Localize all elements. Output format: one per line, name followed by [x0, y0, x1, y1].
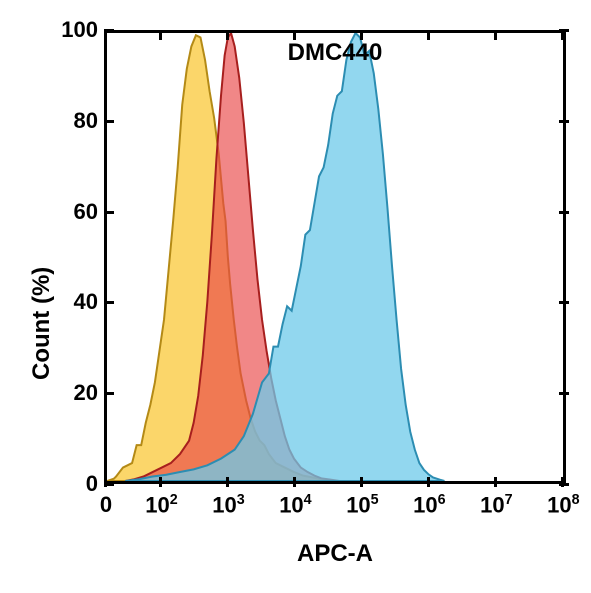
plot-area: DMC440: [104, 30, 566, 484]
x-tick-mark: [360, 30, 363, 40]
x-tick-mark: [360, 477, 363, 487]
x-tick-mark: [104, 30, 107, 40]
y-tick-mark: [104, 211, 114, 214]
x-tick-mark: [159, 30, 162, 40]
x-tick-mark: [159, 477, 162, 487]
y-tick-mark: [104, 392, 114, 395]
y-tick-label: 20: [52, 380, 98, 406]
flow-cytometry-histogram: Count (%) APC-A DMC440 020406080100 0102…: [0, 0, 591, 593]
x-tick-mark: [561, 477, 564, 487]
x-tick-label: 108: [533, 492, 591, 518]
x-tick-mark: [226, 30, 229, 40]
x-tick-label: 104: [265, 492, 325, 518]
histogram-svg: [107, 33, 563, 481]
y-axis-label: Count (%): [28, 267, 56, 380]
y-tick-mark: [104, 301, 114, 304]
y-tick-label: 100: [52, 17, 98, 43]
x-tick-mark: [104, 477, 107, 487]
y-tick-mark: [559, 392, 569, 395]
x-tick-mark: [561, 30, 564, 40]
x-tick-label: 107: [466, 492, 526, 518]
x-axis-label: APC-A: [104, 540, 566, 568]
x-tick-mark: [494, 477, 497, 487]
x-tick-mark: [293, 30, 296, 40]
y-tick-label: 40: [52, 289, 98, 315]
y-tick-label: 60: [52, 199, 98, 225]
y-tick-mark: [559, 120, 569, 123]
x-tick-mark: [293, 477, 296, 487]
x-tick-mark: [427, 30, 430, 40]
x-tick-label: 106: [399, 492, 459, 518]
x-tick-label: 103: [198, 492, 258, 518]
x-tick-label: 0: [76, 492, 136, 518]
x-tick-mark: [226, 477, 229, 487]
x-tick-mark: [494, 30, 497, 40]
y-tick-mark: [104, 120, 114, 123]
y-tick-mark: [559, 301, 569, 304]
x-tick-label: 102: [131, 492, 191, 518]
x-tick-mark: [427, 477, 430, 487]
y-tick-mark: [559, 211, 569, 214]
chart-title: DMC440: [107, 39, 563, 67]
y-tick-label: 80: [52, 108, 98, 134]
x-tick-label: 105: [332, 492, 392, 518]
